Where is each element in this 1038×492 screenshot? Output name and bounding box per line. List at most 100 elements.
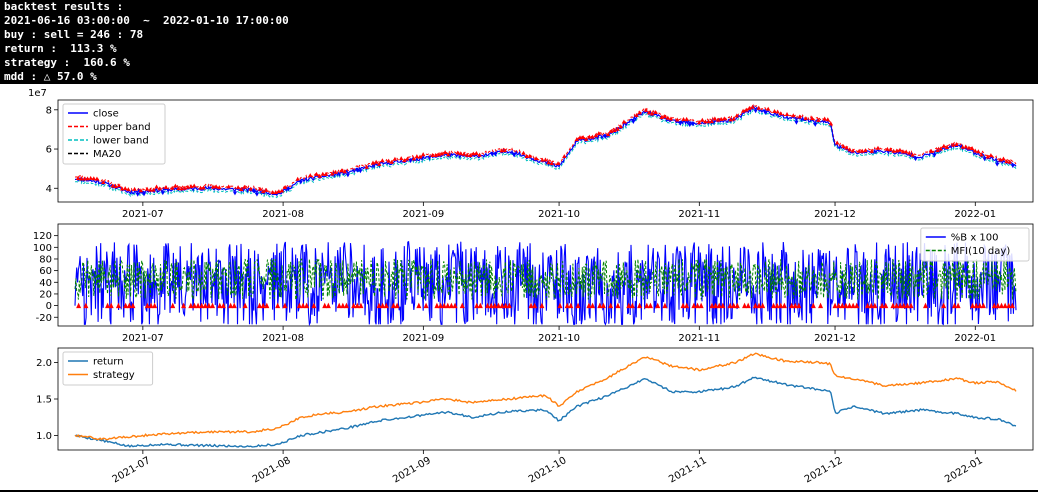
legend-label: MA20 [93, 149, 121, 160]
sell-marker [163, 184, 169, 189]
signal-marker [130, 302, 136, 309]
signal-markers [76, 302, 1015, 309]
signal-marker [275, 302, 281, 309]
panel-2-y-tick-label: 80 [39, 254, 52, 265]
signal-marker [991, 302, 997, 309]
sell-marker [618, 124, 623, 129]
signal-marker [528, 302, 534, 309]
sell-marker [778, 111, 783, 116]
sell-marker [386, 158, 391, 163]
sell-marker [700, 117, 705, 122]
legend-box [920, 227, 1030, 262]
series-return [74, 376, 1017, 448]
sell-marker [185, 184, 191, 189]
sell-marker [562, 154, 567, 159]
signal-marker [300, 302, 306, 309]
sell-marker [744, 107, 749, 112]
sell-marker [966, 145, 972, 150]
sell-marker [850, 148, 856, 153]
y-multiplier-label: 1e7 [28, 88, 47, 99]
signal-marker [474, 302, 480, 309]
sell-marker [668, 116, 674, 121]
sell-marker [94, 176, 100, 181]
signal-marker [336, 302, 342, 309]
panel-2-y-tick-label: -20 [36, 313, 52, 324]
signal-marker [883, 302, 889, 309]
sell-marker [847, 147, 852, 152]
signal-marker [597, 302, 603, 309]
sell-marker [91, 176, 97, 181]
series-percent-b [74, 240, 1017, 327]
signal-marker [995, 302, 1001, 309]
signal-marker [973, 302, 979, 309]
panel-2-x-tick-label: 2021-11 [678, 333, 720, 344]
sell-marker [157, 186, 162, 191]
buy-marker [687, 123, 692, 128]
sell-marker [333, 169, 338, 174]
signal-marker [843, 302, 849, 309]
sell-marker [907, 150, 912, 155]
sell-marker [860, 148, 865, 153]
sell-marker [499, 148, 504, 153]
signal-marker [380, 302, 386, 309]
sell-marker [122, 186, 128, 191]
sell-marker [82, 176, 87, 181]
sell-marker [75, 176, 81, 181]
sell-marker [634, 112, 639, 117]
buy-marker [994, 162, 1000, 167]
sell-marker [885, 146, 890, 151]
sell-marker [998, 157, 1003, 162]
sell-marker [317, 173, 322, 178]
signal-marker [376, 302, 382, 309]
signal-marker [126, 302, 132, 309]
console-title: backtest results : [4, 0, 124, 13]
backtest-figure: 4 6 8 1e7 2021-07 2021-08 2021-09 2021-10 2021-1… [28, 88, 1034, 485]
buy-marker [690, 122, 696, 127]
sell-marker [446, 152, 451, 157]
sell-marker [718, 116, 724, 121]
sell-marker [546, 160, 551, 165]
signal-marker [416, 302, 422, 309]
output-bottom-border [0, 490, 1038, 492]
buy-marker [762, 110, 768, 115]
sell-marker [110, 183, 115, 188]
sell-marker [941, 143, 947, 148]
sell-marker [615, 126, 620, 131]
console-strategy: strategy : 160.6 % [4, 56, 130, 69]
signal-marker [789, 302, 795, 309]
signal-marker [485, 302, 491, 309]
signal-marker [123, 302, 129, 309]
sell-marker [455, 150, 460, 155]
signal-marker [868, 302, 874, 309]
sell-marker [593, 133, 598, 138]
signal-marker [304, 302, 310, 309]
sell-marker [198, 185, 203, 190]
signal-marker [698, 302, 704, 309]
signal-marker [242, 302, 248, 309]
sell-marker [684, 116, 689, 121]
buy-marker [286, 187, 291, 192]
sell-marker [477, 152, 482, 157]
sell-marker [458, 151, 464, 156]
signal-marker [713, 302, 719, 309]
sell-marker [606, 132, 611, 137]
panel-1-x-tick-label: 2021-09 [402, 209, 444, 220]
signal-marker [532, 302, 538, 309]
panel-3-legend: return strategy [62, 351, 154, 386]
signal-marker [626, 302, 632, 309]
sell-marker [430, 152, 435, 157]
sell-marker [590, 134, 595, 139]
signal-marker [904, 302, 910, 309]
signal-marker [383, 302, 389, 309]
series-lower-band [74, 107, 1017, 199]
signal-marker [202, 302, 208, 309]
signal-marker [220, 302, 226, 309]
signal-marker [727, 302, 733, 309]
sell-marker [675, 117, 680, 122]
signal-marker [83, 302, 89, 309]
signal-marker [148, 302, 154, 309]
signal-marker [217, 302, 223, 309]
signal-marker [564, 302, 570, 309]
signal-marker [970, 302, 976, 309]
sell-marker [132, 186, 137, 191]
